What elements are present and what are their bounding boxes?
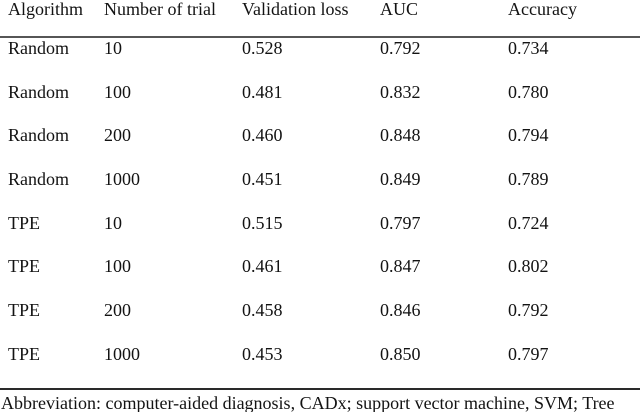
cell-accuracy: 0.792 xyxy=(508,300,549,321)
cell-algorithm: TPE xyxy=(8,343,41,364)
results-table: Algorithm Number of trial Validation los… xyxy=(0,0,640,390)
cell-accuracy: 0.797 xyxy=(508,343,549,364)
cell-algorithm: Random xyxy=(8,169,69,190)
col-header-validation-loss: Validation loss xyxy=(234,0,372,38)
cell-trials: 100 xyxy=(104,256,131,277)
cell-validation-loss: 0.515 xyxy=(242,212,283,233)
cell-algorithm: TPE xyxy=(8,212,41,233)
cell-trials: 200 xyxy=(104,125,131,146)
cell-validation-loss: 0.451 xyxy=(242,169,283,190)
cell-validation-loss: 0.461 xyxy=(242,256,283,277)
cell-accuracy: 0.780 xyxy=(508,81,549,102)
col-header-accuracy: Accuracy xyxy=(500,0,640,38)
table-row: TPE 100 0.461 0.847 0.802 xyxy=(0,256,640,300)
cell-trials: 10 xyxy=(104,38,122,58)
table-row: TPE 10 0.515 0.797 0.724 xyxy=(0,213,640,257)
cell-auc: 0.847 xyxy=(380,256,421,277)
table-row: Random 100 0.481 0.832 0.780 xyxy=(0,82,640,126)
cell-auc: 0.832 xyxy=(380,81,421,102)
cell-trials: 1000 xyxy=(104,169,140,190)
cell-trials: 1000 xyxy=(104,343,140,364)
cell-algorithm: Random xyxy=(8,125,69,146)
table-row: Random 10 0.528 0.792 0.734 xyxy=(0,37,640,82)
cell-accuracy: 0.802 xyxy=(508,256,549,277)
cell-algorithm: Random xyxy=(8,38,69,58)
col-header-auc: AUC xyxy=(372,0,500,38)
header-row: Algorithm Number of trial Validation los… xyxy=(0,0,640,38)
cell-accuracy: 0.794 xyxy=(508,125,549,146)
cell-auc: 0.846 xyxy=(380,300,421,321)
cell-auc: 0.849 xyxy=(380,169,421,190)
table-row: TPE 200 0.458 0.846 0.792 xyxy=(0,300,640,344)
cell-auc: 0.797 xyxy=(380,212,421,233)
abbreviation-note: Abbreviation: computer-aided diagnosis, … xyxy=(1,392,615,412)
cell-validation-loss: 0.528 xyxy=(242,38,283,58)
table-row: Random 200 0.460 0.848 0.794 xyxy=(0,125,640,169)
cell-auc: 0.850 xyxy=(380,343,421,364)
cell-validation-loss: 0.458 xyxy=(242,300,283,321)
cell-algorithm: TPE xyxy=(8,256,41,277)
cell-trials: 200 xyxy=(104,300,131,321)
cell-accuracy: 0.724 xyxy=(508,212,549,233)
col-header-number-of-trial: Number of trial xyxy=(96,0,234,38)
cell-accuracy: 0.734 xyxy=(508,38,549,58)
cell-validation-loss: 0.453 xyxy=(242,343,283,364)
cell-trials: 10 xyxy=(104,212,122,233)
cell-accuracy: 0.789 xyxy=(508,169,549,190)
table-row: Random 1000 0.451 0.849 0.789 xyxy=(0,169,640,213)
cell-trials: 100 xyxy=(104,81,131,102)
cell-validation-loss: 0.460 xyxy=(242,125,283,146)
cell-auc: 0.848 xyxy=(380,125,421,146)
cell-auc: 0.792 xyxy=(380,38,421,58)
table-row: TPE 1000 0.453 0.850 0.797 xyxy=(0,344,640,389)
cell-algorithm: Random xyxy=(8,81,69,102)
cell-algorithm: TPE xyxy=(8,300,41,321)
col-header-algorithm: Algorithm xyxy=(0,0,96,38)
cell-validation-loss: 0.481 xyxy=(242,81,283,102)
